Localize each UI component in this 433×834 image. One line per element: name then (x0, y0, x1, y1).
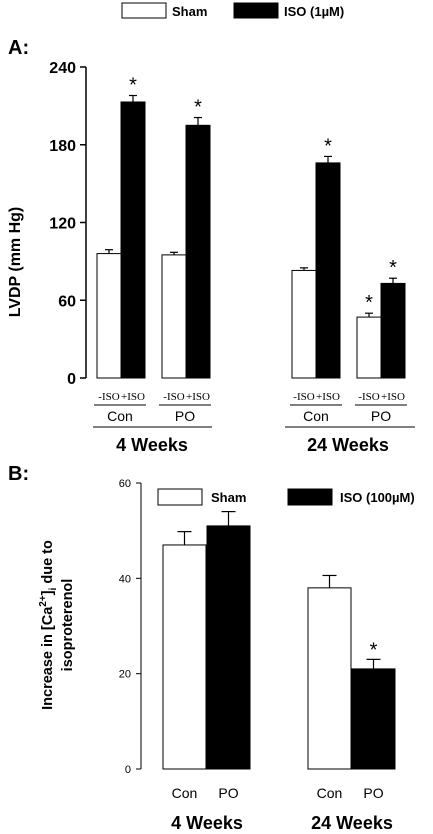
category-label: Con (172, 785, 198, 801)
y-tick-label: 120 (49, 216, 76, 233)
y-label-bracket: ] (40, 590, 56, 595)
y-tick-label: 60 (119, 478, 131, 490)
subgroup-label: PO (175, 408, 195, 424)
group-label: 4 Weeks (171, 813, 243, 833)
y-tick-label: 180 (49, 138, 76, 155)
bar-label: +ISO (121, 391, 145, 403)
panel-b-chart: B: Sham ISO (100µM) Increase in [Ca2+]i … (8, 463, 415, 833)
y-tick-label: 40 (119, 573, 131, 585)
legend-iso-swatch-b (287, 488, 333, 506)
category-label: PO (363, 785, 383, 801)
panel-b-y-axis-label: Increase in [Ca2+]i due to isoproterenol (38, 540, 76, 710)
bar (185, 124, 211, 379)
significance-star: * (365, 292, 373, 314)
subgroup-label: Con (303, 408, 329, 424)
group-label: 4 Weeks (116, 435, 188, 455)
panel-b-y-ticks: 0 20 40 60 (119, 478, 141, 776)
legend-sham-label: Sham (172, 4, 207, 19)
group-label: 24 Weeks (311, 813, 393, 833)
y-label-line1: Increase in [Ca (40, 606, 56, 710)
panel-a-chart: A: Sham ISO (1µM) LVDP (mm Hg) 0 60 120 180… (7, 2, 415, 455)
bar (356, 316, 382, 379)
legend-iso-label-b: ISO (100µM) (340, 490, 415, 505)
bar (161, 254, 187, 379)
bar-label: -ISO (163, 391, 184, 403)
group-label: 24 Weeks (307, 435, 389, 455)
bar-label: -ISO (98, 391, 119, 403)
panel-b-bars: * (162, 511, 396, 770)
bar (206, 525, 251, 770)
panel-b-legend: Sham ISO (100µM) (157, 488, 415, 506)
bar (96, 253, 122, 379)
bar (307, 587, 352, 770)
significance-star: * (370, 639, 378, 661)
y-label-tail: due to (40, 540, 56, 588)
y-tick-label: 60 (58, 293, 76, 310)
category-label: PO (218, 785, 238, 801)
significance-star: * (129, 75, 137, 97)
significance-star: * (324, 135, 332, 157)
legend-iso-label: ISO (1µM) (284, 4, 344, 19)
panel-a-y-ticks: 0 60 120 180 240 (49, 60, 86, 388)
bar (351, 668, 396, 770)
legend-sham-swatch (121, 2, 167, 19)
panel-a-legend: Sham ISO (1µM) (121, 2, 344, 19)
bar-label: +ISO (381, 391, 405, 403)
significance-star: * (194, 97, 202, 119)
bar-label: -ISO (293, 391, 314, 403)
y-tick-label: 0 (67, 371, 76, 388)
legend-sham-swatch-b (157, 488, 203, 506)
bar-label: -ISO (358, 391, 379, 403)
panel-a-y-axis-label: LVDP (mm Hg) (7, 207, 24, 318)
significance-star: * (389, 257, 397, 279)
bar (120, 101, 146, 379)
bar (380, 282, 406, 379)
svg-text:Increase in [Ca2+]i due to: Increase in [Ca2+]i due to (38, 540, 59, 710)
bar (291, 269, 317, 379)
subgroup-label: PO (371, 408, 391, 424)
y-label-sub: i (48, 587, 59, 590)
y-tick-label: 0 (125, 764, 131, 776)
panel-a-bars: * * * * * (96, 75, 406, 379)
bar-label: +ISO (186, 391, 210, 403)
panel-a-label: A: (8, 37, 29, 59)
bar-label: +ISO (316, 391, 340, 403)
y-tick-label: 240 (49, 60, 76, 77)
bar (315, 162, 341, 379)
subgroup-label: Con (107, 408, 133, 424)
panel-b-label: B: (8, 463, 29, 485)
legend-sham-label-b: Sham (211, 490, 246, 505)
y-tick-label: 20 (119, 669, 131, 681)
y-label-line2: isoproterenol (60, 579, 76, 672)
legend-iso-swatch (233, 2, 279, 19)
panel-b-x-labels: Con PO Con PO 4 Weeks 24 Weeks (171, 785, 393, 833)
y-label-sup: 2+ (38, 595, 49, 607)
category-label: Con (317, 785, 343, 801)
bar (162, 544, 207, 770)
